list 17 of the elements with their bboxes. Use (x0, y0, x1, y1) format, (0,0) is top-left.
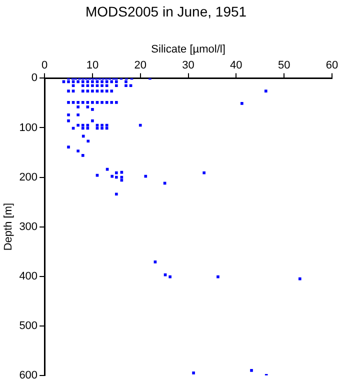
x-axis-title: Silicate [µmol/l] (151, 43, 226, 56)
y-tick-label: 400 (19, 270, 38, 282)
y-tick-label: 200 (19, 171, 38, 184)
y-tick-label: 0 (31, 72, 38, 84)
x-tick-label: 30 (182, 60, 194, 72)
y-axis-title: Depth [m] (2, 202, 15, 251)
y-tick-label: 300 (19, 220, 38, 233)
x-tick-label: 60 (326, 60, 338, 72)
x-tick-label: 50 (278, 60, 290, 72)
x-tick-label: 0 (41, 60, 48, 72)
x-tick-label: 20 (134, 60, 146, 72)
chart-title: MODS2005 in June, 1951 (85, 3, 247, 20)
y-tick-label: 500 (19, 320, 38, 332)
y-tick-label: 600 (19, 369, 38, 382)
x-tick-label: 10 (86, 60, 99, 72)
y-tick-label: 100 (19, 122, 38, 134)
x-tick-label: 40 (230, 60, 242, 72)
